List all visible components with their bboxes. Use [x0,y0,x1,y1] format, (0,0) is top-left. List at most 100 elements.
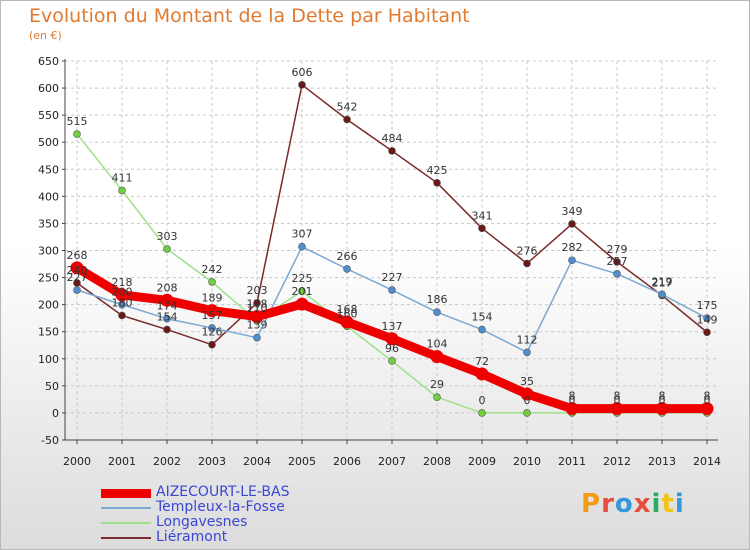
y-tick-label: 100 [38,353,59,366]
data-label: 0 [659,394,666,407]
x-tick-label: 2000 [63,455,91,468]
chart-subtitle: (en €) [29,29,62,42]
data-point [253,299,261,307]
data-label: 201 [292,285,313,298]
x-tick-label: 2007 [378,455,406,468]
data-point [388,357,396,365]
data-point [163,245,171,253]
data-point [298,81,306,89]
data-point [343,115,351,124]
legend-label: Liéramont [156,529,228,545]
data-label: 341 [472,209,493,222]
data-label: 104 [427,338,448,351]
data-label: 515 [67,115,88,128]
data-label: 137 [382,320,403,333]
y-tick-label: 350 [38,217,59,230]
data-point [523,259,531,268]
legend-item: Liéramont [101,529,401,545]
data-point [205,304,219,318]
data-label: 606 [292,66,313,79]
data-label: 0 [524,394,531,407]
data-label: 425 [427,164,448,177]
data-point [658,290,666,299]
y-tick-label: 200 [38,299,59,312]
logo-letter: o [614,489,634,519]
data-label: 29 [430,378,444,391]
data-label: 189 [202,292,223,305]
y-tick-label: 50 [45,380,59,393]
data-point [478,325,486,334]
data-point [703,328,711,337]
data-point [340,315,354,329]
data-point [73,286,81,294]
data-point [118,186,126,195]
data-label: 266 [337,250,358,263]
data-point [295,297,309,311]
data-label: 126 [202,326,223,339]
data-label: 203 [247,284,268,297]
data-point [613,269,621,278]
data-point [433,393,441,402]
data-point [478,409,486,417]
data-point [523,409,531,417]
data-label: 8 [704,390,711,403]
x-tick-label: 2005 [288,455,316,468]
data-label: 225 [292,272,313,285]
data-label: 8 [569,390,576,403]
x-tick-label: 2010 [513,455,541,468]
data-label: 227 [382,271,403,284]
data-point [433,308,441,317]
data-label: 227 [67,271,88,284]
data-point [700,402,714,416]
data-label: 160 [337,307,358,320]
y-tick-label: 650 [38,55,59,68]
data-point [385,332,399,346]
data-label: 208 [157,281,178,294]
data-label: 307 [292,228,313,241]
y-tick-label: 400 [38,190,59,203]
data-point [163,314,171,323]
data-label: 282 [562,241,583,254]
legend-item: AIZECOURT-LE-BAS [101,484,401,500]
data-label: 112 [517,333,538,346]
data-label: 178 [247,298,268,311]
data-label: 349 [562,205,583,218]
y-tick-label: 250 [38,272,59,285]
data-label: 0 [479,394,486,407]
logo-letter: P [581,489,602,519]
data-point [475,367,489,381]
data-point [478,224,486,233]
logo-letter: i [674,489,685,519]
data-label: 168 [337,303,358,316]
data-label: 180 [112,296,133,309]
data-label: 411 [112,171,133,184]
data-point [160,293,174,307]
logo-letter: r [601,489,615,519]
data-point [613,258,621,266]
data-point [115,288,129,302]
x-tick-label: 2014 [693,455,721,468]
data-label: 200 [112,286,133,299]
data-label: 139 [247,319,268,332]
data-label: 276 [517,244,538,257]
legend-swatch [101,537,151,539]
data-point [568,256,576,265]
data-point [343,265,351,273]
chart-title: Evolution du Montant de la Dette par Hab… [29,5,470,27]
data-label: 8 [659,390,666,403]
data-label: 149 [697,313,718,326]
logo-letter: x [633,489,652,519]
x-tick-label: 2001 [108,455,136,468]
data-label: 72 [475,355,489,368]
data-label: 542 [337,100,358,113]
x-tick-label: 2013 [648,455,676,468]
data-label: 35 [520,375,534,388]
data-label: 484 [382,132,403,145]
legend: AIZECOURT-LE-BAS Templeux-la-Fosse Longave… [101,484,401,545]
legend-swatch [101,488,151,498]
data-label: 0 [569,394,576,407]
data-point [703,314,711,322]
x-tick-label: 2006 [333,455,361,468]
data-label: 174 [157,300,178,313]
data-label: 303 [157,230,178,243]
